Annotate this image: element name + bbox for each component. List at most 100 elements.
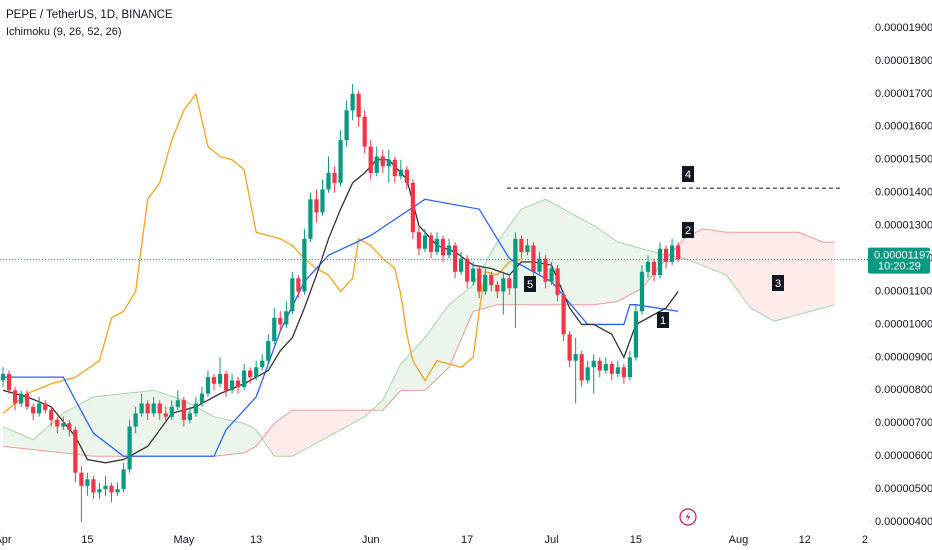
y-tick-label: 0.00001500	[875, 154, 932, 166]
candle-body	[621, 367, 626, 378]
annotation-box	[524, 276, 536, 292]
candle-body	[446, 245, 452, 256]
cloud-fill	[334, 410, 365, 434]
candle-body	[615, 367, 620, 374]
y-tick-label: 0.00000500	[875, 483, 932, 495]
candle-body	[91, 479, 96, 493]
candle-body	[97, 489, 102, 493]
candle-body	[266, 340, 271, 361]
x-tick-label: 2	[862, 534, 868, 546]
annotation-label: 1	[660, 315, 666, 327]
candle-body	[410, 182, 416, 233]
candle-body	[260, 360, 265, 368]
icon-ring	[679, 508, 697, 526]
x-tick-label: 13	[250, 534, 262, 546]
candle-body	[507, 278, 512, 289]
candle-body	[67, 423, 72, 430]
candle-body	[543, 258, 548, 282]
x-tick-label: May	[173, 534, 194, 546]
candle-body	[121, 469, 126, 490]
cloud-fill	[292, 410, 305, 457]
annotation-label: 2	[685, 225, 691, 237]
annotation-box	[682, 166, 694, 182]
candle-body	[284, 311, 289, 325]
candle-body	[434, 238, 440, 252]
candle-body	[398, 169, 403, 177]
candle-body	[254, 367, 259, 378]
candle-body	[308, 199, 313, 239]
candle-body	[145, 403, 150, 414]
x-tick-label: Jul	[545, 534, 559, 546]
candle-body	[669, 245, 675, 262]
candle-body	[139, 403, 144, 414]
candle-body	[531, 245, 536, 272]
cloud-fill	[569, 212, 594, 305]
x-tick-label: Aug	[729, 534, 749, 546]
annotation-label: 4	[685, 169, 691, 181]
candle-body	[223, 373, 229, 391]
candle-body	[452, 245, 458, 272]
candle-body	[235, 380, 241, 388]
y-tick-label: 0.00001400	[875, 187, 932, 199]
chart-title: PEPE / TetherUS, 1D, BINANCE	[6, 9, 173, 21]
candle-body	[109, 485, 114, 493]
replay-icon[interactable]	[679, 508, 697, 526]
cloud-fill	[3, 426, 34, 450]
candle-body	[55, 419, 60, 427]
y-tick-label: 0.00001300	[875, 220, 932, 232]
candle-body	[73, 429, 78, 473]
icon-bolt	[685, 512, 691, 522]
candle-body	[392, 159, 397, 177]
cloud-fill	[726, 232, 751, 308]
annotation-box	[657, 312, 669, 328]
candle-body	[404, 169, 409, 183]
candle-body	[344, 110, 349, 140]
candle-body	[676, 245, 681, 260]
y-tick-label: 0.00000600	[875, 450, 932, 462]
candle-body	[169, 406, 174, 417]
cloud-fill	[274, 410, 293, 457]
candle-body	[633, 311, 639, 358]
cloud-fill	[424, 304, 450, 391]
span-a-line	[2, 198, 835, 457]
cloud-fill	[774, 232, 799, 322]
candle-body	[549, 268, 554, 282]
annotation-box	[772, 275, 784, 291]
x-tick-label: 15	[630, 534, 642, 546]
candle-body	[663, 248, 669, 262]
candle-body	[609, 363, 614, 374]
candle-body	[459, 258, 464, 272]
candle-body	[651, 261, 657, 276]
candle-body	[567, 334, 572, 361]
candle-body	[332, 172, 337, 183]
cloud-fill	[822, 242, 835, 308]
candle-body	[489, 275, 494, 285]
candle-body	[272, 317, 277, 341]
cloud-fill	[256, 429, 263, 447]
y-tick-label: 0.00001000	[875, 318, 932, 330]
candle-body	[471, 268, 476, 282]
cloud-fill	[262, 423, 275, 457]
candle-body	[242, 370, 247, 388]
candle-body	[356, 93, 361, 117]
candle-body	[296, 278, 301, 292]
candle-body	[495, 284, 500, 292]
candle-body	[18, 393, 24, 404]
candle-body	[248, 370, 253, 378]
candle-body	[115, 489, 120, 493]
candle-body	[627, 357, 633, 378]
candle-body	[157, 403, 162, 414]
candle-body	[645, 261, 651, 272]
candle-body	[6, 373, 12, 391]
candle-body	[290, 278, 295, 312]
candle-body	[555, 268, 560, 295]
cloud-fill	[702, 228, 727, 276]
candle-body	[591, 360, 596, 368]
candle-body	[362, 116, 367, 147]
candle-body	[127, 426, 132, 470]
candle-body	[12, 390, 18, 404]
candle-body	[368, 146, 373, 173]
candle-body	[175, 400, 180, 407]
candle-body	[386, 159, 391, 167]
